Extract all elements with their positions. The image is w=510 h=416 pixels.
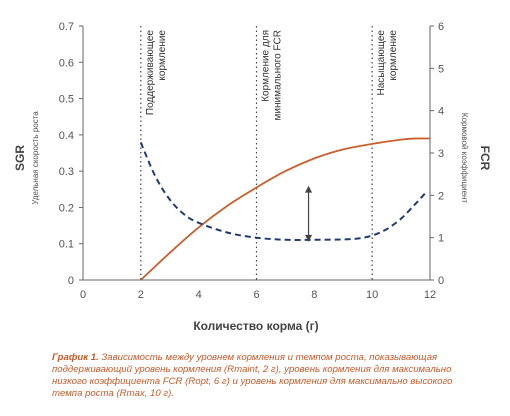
x-tick-label: 8	[311, 289, 317, 301]
figure-caption: График 1. Зависимость между уровнем корм…	[52, 352, 472, 400]
x-tick-label: 0	[80, 289, 86, 301]
caption-prefix: График 1.	[52, 352, 99, 363]
series	[139, 137, 431, 281]
x-tick-label: 10	[366, 289, 378, 301]
left-axis-subtitle: Удельная скорость роста	[31, 111, 40, 205]
caption-text: Зависимость между уровнем кормления и те…	[52, 352, 453, 399]
axes	[82, 26, 431, 281]
left-tick-label: 0.1	[59, 239, 74, 251]
chart: 0 2 4 6 8 10 12 00.10.20.30.40.50.60.7 0123456…	[13, 21, 492, 333]
left-tick-label: 0.6	[59, 57, 74, 69]
difference-arrow	[305, 185, 313, 242]
left-tick-label: 0.3	[59, 166, 74, 178]
reference-line-label: Насыщающее	[376, 30, 387, 96]
x-ticks: 0 2 4 6 8 10 12	[80, 289, 436, 301]
left-tick-label: 0.2	[59, 202, 74, 214]
x-tick-label: 6	[253, 289, 259, 301]
reference-lines: Поддерживающее кормление Кормление для мини…	[140, 26, 399, 280]
left-axis-title: SGR	[13, 145, 27, 171]
left-tick-label: 0.7	[59, 21, 74, 33]
left-y-ticks: 0 0.1 0.2 0.3 0.4 0.5 0.6 0.7	[59, 21, 83, 287]
x-tick-label: 12	[424, 289, 436, 301]
arrow-head-top	[305, 185, 313, 193]
right-tick-label: 3	[438, 148, 444, 160]
x-tick-label: 2	[138, 289, 144, 301]
reference-line-label: Кормление для	[261, 30, 272, 102]
right-tick-label: 2	[438, 190, 444, 202]
left-tick-label: 0.5	[59, 94, 74, 106]
left-tick-label: 0	[68, 275, 74, 287]
sgr-line	[140, 137, 431, 281]
right-tick-label: 1	[438, 233, 444, 245]
right-tick-label: 6	[438, 21, 444, 33]
reference-line-label: Поддерживающее	[145, 30, 156, 116]
fcr-line	[139, 142, 428, 241]
right-y-ticks: 0 1 2 3 4 5 6	[430, 21, 444, 287]
reference-line-label: минимального FCR	[273, 30, 284, 120]
reference-line-label: кормление	[388, 30, 399, 81]
right-tick-label: 4	[438, 106, 444, 118]
x-tick-label: 4	[196, 289, 202, 301]
right-tick-label: 0	[438, 275, 444, 287]
reference-line-label: кормление	[157, 30, 168, 81]
right-axis-title: FCR	[478, 146, 492, 171]
right-axis-subtitle: Кормовой коэффициент	[460, 113, 469, 203]
arrow-head-bottom	[305, 234, 313, 242]
left-tick-label: 0.4	[59, 130, 74, 142]
x-axis-title: Количество корма (г)	[193, 319, 318, 333]
right-tick-label: 5	[438, 63, 444, 75]
